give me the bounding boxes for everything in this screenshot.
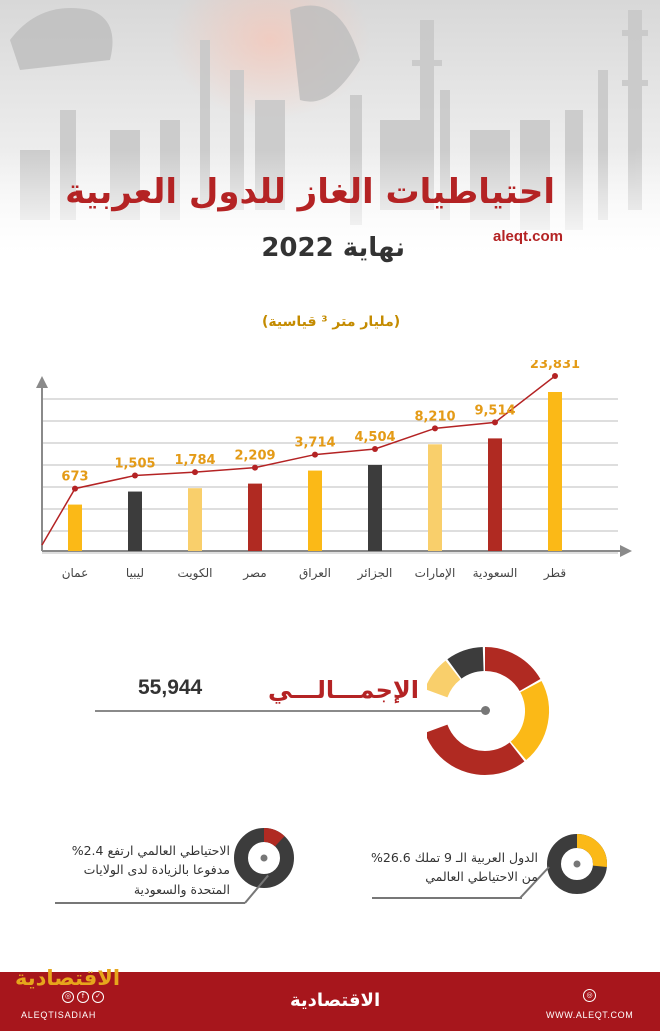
trend-point [132, 472, 138, 479]
donut-segment [484, 647, 541, 692]
bar-chart: 673 1,505 1,784 2,209 3,714 4,504 8,210 9,514 23… [36, 360, 632, 581]
category-label: العراق [299, 566, 331, 581]
footer-bar [0, 972, 660, 1031]
x-axis-arrow [620, 545, 632, 557]
value-label: 3,714 [294, 436, 335, 451]
total-value: 55,944 [138, 676, 203, 699]
arab-share-line2: من الاحتياطي العالمي [425, 869, 538, 885]
chart-grid [42, 398, 618, 554]
footer-logo[interactable]: الاقتصادية [15, 966, 121, 990]
world-growth-underline [55, 902, 245, 904]
bar [248, 483, 262, 551]
bar [428, 444, 442, 551]
chart-unit-label: (مليار متر ³ قياسية) [262, 314, 401, 330]
total-donut-chart [427, 647, 549, 775]
total-pointer-line [95, 710, 485, 712]
y-axis-arrow [36, 376, 48, 388]
category-label: ليبيا [126, 566, 144, 580]
globe-icon: ◎ [583, 989, 596, 1002]
trend-point [192, 469, 198, 476]
total-pointer-dot [481, 706, 490, 715]
category-label: الجزائر [357, 566, 393, 581]
arab-share-note: الدول العربية الـ 9 تملك 26.6% من الاحتي… [328, 848, 538, 887]
world-growth-line3: المتحدة والسعودية [133, 881, 230, 897]
value-label: 8,210 [414, 409, 455, 424]
world-growth-note: الاحتياطي العالمي ارتفع 2.4% مدفوعا بالز… [30, 841, 230, 899]
category-label: الإمارات [415, 566, 456, 581]
trend-point [492, 419, 498, 426]
hero-background [0, 0, 660, 300]
bar [128, 491, 142, 551]
arab-share-underline [372, 897, 522, 899]
bar [368, 464, 382, 551]
footer-brand-center: الاقتصادية [290, 990, 381, 1011]
trend-point [252, 464, 258, 471]
page-title: احتياطيات الغاز للدول العربية [65, 172, 555, 212]
arab-share-donut [547, 834, 607, 894]
site-url[interactable]: aleqt.com [493, 228, 564, 245]
category-label: قطر [543, 566, 566, 581]
category-label: السعودية [473, 566, 518, 581]
trend-point [432, 425, 438, 432]
instagram-icon[interactable]: ◎ [62, 991, 74, 1003]
category-label: الكويت [178, 566, 213, 581]
footer-handle[interactable]: ALEQTISADIAH [21, 1010, 97, 1020]
value-label: 4,504 [354, 430, 395, 445]
social-icons: ◎ f ✓ [62, 991, 104, 1003]
arab-share-line1: الدول العربية الـ 9 تملك 26.6% [370, 850, 538, 865]
chart-category-labels: عمان ليبيا الكويت مصر العراق الجزائر الإمارات ا… [62, 566, 566, 581]
bar [68, 504, 82, 551]
world-growth-line2: مدفوعا بالزيادة لدى الولايات [83, 862, 230, 878]
bar [548, 392, 562, 551]
value-label: 23,831 [530, 360, 580, 372]
donut-segment [427, 660, 461, 698]
total-label: الإجمـــالـــي [268, 676, 420, 704]
donut-segment [427, 724, 525, 775]
twitter-icon[interactable]: ✓ [92, 991, 104, 1003]
chart-value-labels: 673 1,505 1,784 2,209 3,714 4,504 8,210 9,514 23… [61, 360, 580, 485]
value-label: 2,209 [234, 449, 275, 464]
chart-bars [68, 392, 562, 551]
footer-site[interactable]: WWW.ALEQT.COM [546, 1010, 634, 1020]
category-label: عمان [62, 566, 89, 580]
trend-point [552, 373, 558, 379]
chart-trend-line [41, 373, 558, 546]
value-label: 1,784 [174, 453, 215, 468]
bar [188, 488, 202, 551]
trend-point [72, 485, 78, 492]
trend-point [372, 445, 378, 452]
category-label: مصر [242, 566, 266, 581]
donut-segment [510, 680, 549, 761]
value-label: 673 [61, 470, 88, 485]
world-growth-line1: الاحتياطي العالمي ارتفع 2.4% [71, 843, 230, 858]
value-label: 1,505 [114, 457, 155, 472]
donut-segment [447, 647, 485, 679]
hero-fade [0, 150, 660, 300]
page-subtitle: نهاية 2022 [261, 233, 405, 263]
value-label: 9,514 [474, 403, 515, 418]
trend-line [41, 375, 556, 546]
bar [488, 438, 502, 551]
bar [308, 470, 322, 551]
trend-point [312, 451, 318, 458]
facebook-icon[interactable]: f [77, 991, 89, 1003]
